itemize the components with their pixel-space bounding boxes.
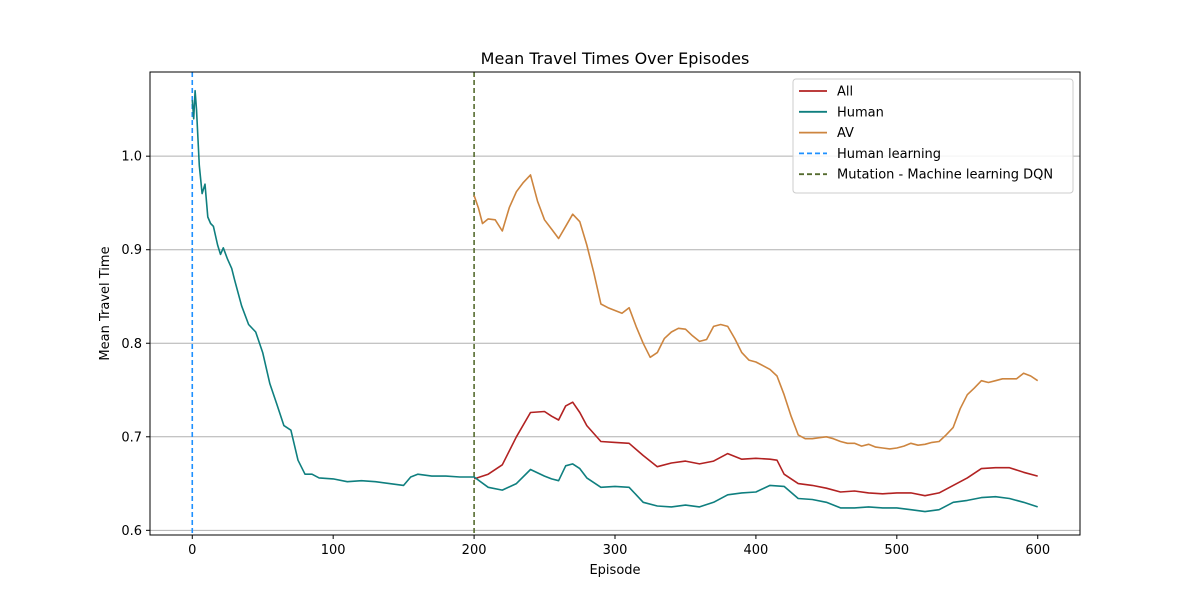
y-tick-label: 0.8 bbox=[121, 337, 142, 352]
legend-label: Mutation - Machine learning DQN bbox=[837, 168, 1053, 183]
x-tick-label: 300 bbox=[603, 543, 628, 558]
chart-title: Mean Travel Times Over Episodes bbox=[481, 49, 750, 68]
y-tick-label: 0.9 bbox=[121, 243, 142, 258]
x-tick-label: 200 bbox=[462, 543, 487, 558]
y-tick-label: 0.7 bbox=[121, 430, 142, 445]
series-line-human bbox=[191, 89, 1038, 513]
grid bbox=[150, 155, 1080, 531]
x-tick-label: 100 bbox=[321, 543, 346, 558]
ticks: 0.6 0.7 0.8 0.9 1.0 0 100 200 300 400 500 600 bbox=[121, 150, 1050, 558]
y-axis-title: Mean Travel Time bbox=[98, 246, 113, 360]
legend-label: AV bbox=[837, 126, 854, 141]
x-tick-label: 500 bbox=[884, 543, 909, 558]
legend-box bbox=[792, 78, 1074, 194]
series-line-av bbox=[473, 174, 1039, 450]
reference-lines bbox=[191, 72, 475, 535]
legend-label: Human learning bbox=[837, 147, 941, 162]
series-line-all bbox=[473, 401, 1038, 497]
x-tick-label: 400 bbox=[743, 543, 768, 558]
x-tick-label: 0 bbox=[188, 543, 196, 558]
y-tick-label: 0.6 bbox=[121, 524, 142, 539]
legend: All Human AV Human learning Mutation - Machi… bbox=[792, 78, 1074, 194]
series bbox=[191, 89, 1039, 513]
x-tick-label: 600 bbox=[1025, 543, 1050, 558]
y-tick-label: 1.0 bbox=[121, 150, 142, 165]
x-axis-title: Episode bbox=[589, 563, 640, 578]
legend-label: Human bbox=[837, 105, 884, 120]
legend-label: All bbox=[837, 85, 853, 100]
